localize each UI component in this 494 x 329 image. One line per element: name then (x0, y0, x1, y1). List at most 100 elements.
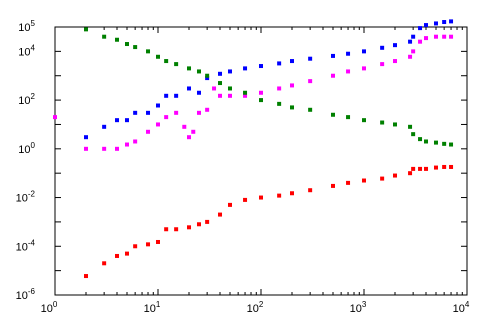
data-point (187, 66, 192, 71)
data-point (84, 135, 89, 140)
series-3 (84, 164, 454, 279)
data-point (115, 253, 120, 258)
data-point (259, 195, 263, 200)
series-2 (84, 27, 454, 147)
data-point (393, 173, 398, 178)
data-point (243, 66, 248, 71)
data-point (393, 59, 398, 64)
data-point (124, 251, 129, 256)
data-point (330, 183, 335, 188)
y-axis: 10-6 10-4 10-2 100 102 104 105 (16, 19, 467, 302)
data-point (124, 118, 129, 123)
data-point (259, 90, 263, 95)
data-point (115, 37, 120, 42)
data-point (187, 135, 192, 140)
data-point (442, 20, 447, 25)
data-point (102, 261, 107, 266)
data-point (433, 21, 438, 26)
data-point (308, 56, 313, 61)
data-point (330, 53, 335, 58)
x-tick-label: 102 (247, 300, 264, 315)
y-tick-label: 105 (18, 19, 35, 34)
data-series (53, 19, 454, 279)
data-point (164, 227, 169, 232)
data-point (449, 34, 454, 39)
data-point (156, 54, 160, 59)
data-point (424, 166, 429, 171)
data-point (380, 176, 385, 181)
data-point (418, 166, 423, 171)
data-point (133, 244, 138, 249)
data-point (277, 86, 282, 91)
data-point (418, 137, 423, 142)
data-point (146, 49, 151, 54)
data-point (330, 73, 335, 78)
y-tick-label: 10-6 (16, 287, 36, 302)
data-point (243, 90, 248, 95)
data-point (362, 118, 366, 123)
data-point (218, 212, 223, 217)
data-point (408, 54, 413, 59)
data-point (218, 71, 223, 76)
data-point (133, 45, 138, 50)
data-point (227, 86, 232, 91)
data-point (346, 69, 351, 74)
data-point (418, 26, 423, 31)
data-point (362, 66, 366, 71)
data-point (408, 39, 413, 44)
data-point (84, 27, 89, 32)
data-point (218, 81, 223, 86)
data-point (308, 79, 313, 84)
series-1 (53, 34, 454, 151)
data-point (205, 219, 210, 224)
data-point (346, 51, 351, 56)
data-point (227, 202, 232, 207)
data-point (164, 115, 169, 120)
data-point (84, 274, 89, 279)
data-point (102, 34, 107, 39)
data-point (174, 110, 179, 115)
data-point (346, 115, 351, 120)
data-point (259, 98, 263, 103)
data-point (411, 166, 416, 171)
data-point (449, 19, 454, 24)
data-point (124, 142, 129, 147)
data-point (290, 191, 295, 196)
data-point (102, 124, 107, 129)
data-point (156, 122, 160, 127)
data-point (259, 64, 263, 69)
data-point (133, 110, 138, 115)
x-tick-label: 101 (144, 300, 161, 315)
data-point (424, 23, 429, 28)
data-point (218, 93, 223, 98)
data-point (393, 43, 398, 48)
data-point (442, 164, 447, 169)
data-point (187, 86, 192, 91)
data-point (393, 122, 398, 127)
data-point (164, 59, 169, 64)
data-point (205, 107, 210, 112)
data-point (164, 93, 169, 98)
data-point (174, 227, 179, 232)
data-point (146, 110, 151, 115)
data-point (187, 225, 192, 230)
data-point (408, 124, 413, 129)
data-point (227, 69, 232, 74)
data-point (196, 90, 201, 95)
x-axis: 100 101 102 103 104 (41, 27, 470, 315)
data-point (156, 239, 160, 244)
data-point (115, 118, 120, 123)
data-point (308, 107, 313, 112)
data-point (433, 140, 438, 145)
data-point (102, 146, 107, 151)
data-point (156, 103, 160, 108)
data-point (243, 197, 248, 202)
data-point (124, 42, 129, 47)
data-point (205, 76, 210, 81)
data-point (182, 124, 187, 129)
data-point (205, 73, 210, 78)
data-point (380, 120, 385, 125)
data-point (411, 34, 416, 39)
data-point (115, 146, 120, 151)
